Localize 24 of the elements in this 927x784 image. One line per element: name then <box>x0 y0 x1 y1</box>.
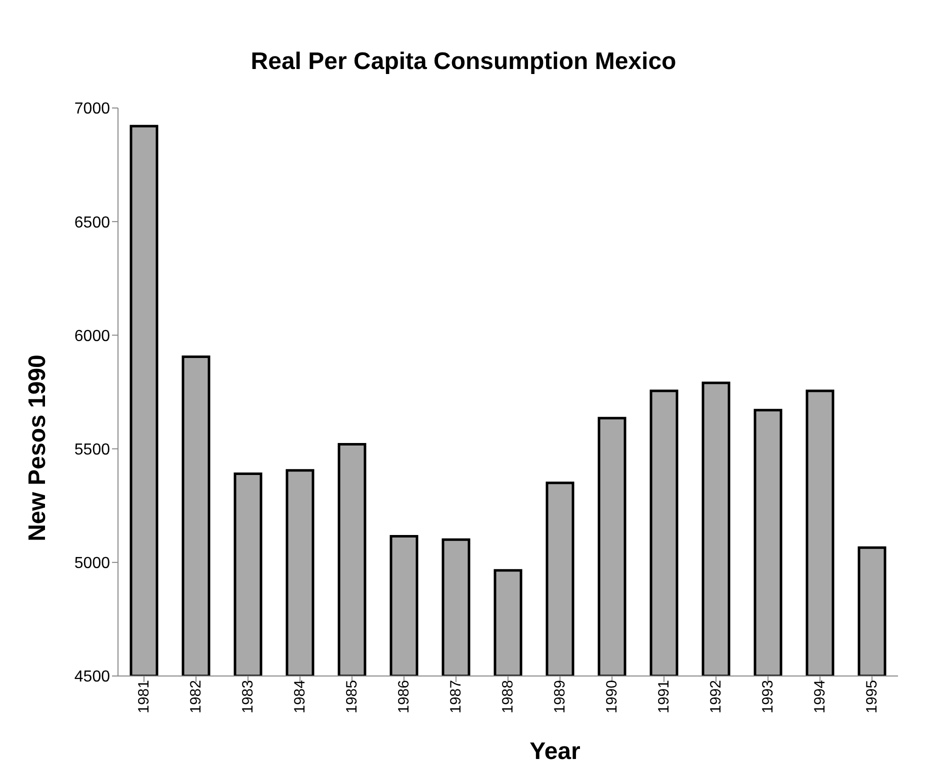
x-tick-label: 1988 <box>500 680 517 714</box>
y-tick-label: 6500 <box>74 214 110 232</box>
x-tick-label: 1981 <box>136 680 153 714</box>
x-tick-label: 1986 <box>396 680 413 714</box>
x-tick-label: 1982 <box>188 680 205 714</box>
x-tick-label: 1985 <box>344 680 361 714</box>
y-tick-label: 7000 <box>74 100 110 118</box>
x-tick-label: 1983 <box>240 680 257 714</box>
x-axis-title: Year <box>528 738 582 766</box>
x-tick-label: 1995 <box>864 680 881 714</box>
y-tick-label: 5500 <box>74 441 110 458</box>
x-tick-label: 1994 <box>812 680 829 714</box>
x-tick-label: 1993 <box>760 680 777 714</box>
x-tick-label: 1987 <box>448 680 465 714</box>
y-tick-label: 6000 <box>74 328 110 345</box>
x-tick-label: 1989 <box>552 680 569 714</box>
chart-title: Real Per Capita Consumption Mexico <box>250 48 678 76</box>
y-tick-label: 4500 <box>74 668 110 686</box>
x-tick-label: 1990 <box>604 680 621 714</box>
x-tick-label: 1984 <box>292 680 309 714</box>
x-tick-label: 1991 <box>656 680 673 714</box>
y-axis-title: New Pesos 1990 <box>24 354 52 542</box>
y-tick-label: 5000 <box>74 555 110 572</box>
x-tick-label: 1992 <box>708 680 725 714</box>
